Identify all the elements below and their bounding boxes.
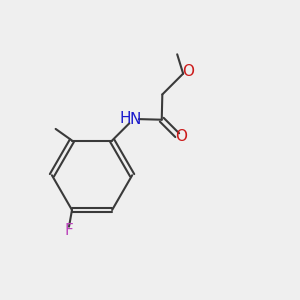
Text: F: F xyxy=(64,223,74,238)
Text: N: N xyxy=(129,112,141,127)
Text: O: O xyxy=(176,129,188,144)
Text: O: O xyxy=(182,64,194,80)
Text: H: H xyxy=(119,111,131,126)
